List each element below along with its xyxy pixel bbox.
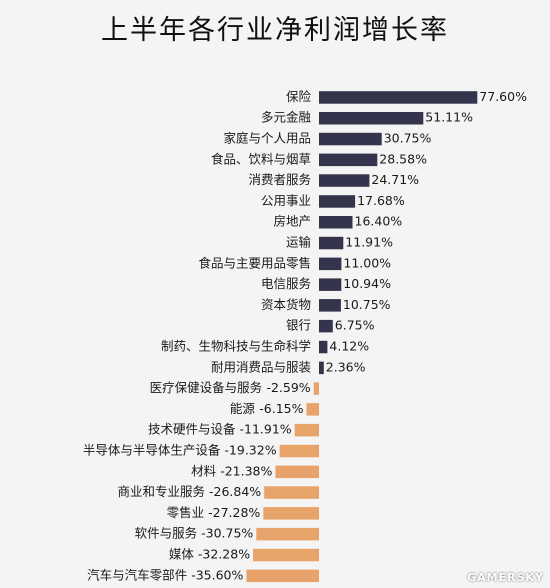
bar-value-label: 51.11% (425, 110, 473, 125)
bar (253, 548, 319, 562)
category-label: 耐用消费品与服装 (211, 359, 311, 374)
category-label: 零售业 (167, 505, 205, 520)
bar (319, 91, 478, 104)
watermark-text: GAMERSKY (467, 571, 544, 584)
category-label: 软件与服务 (135, 526, 198, 541)
bar-value-label: 30.75% (384, 131, 432, 146)
bar-value-label: 28.58% (379, 151, 427, 166)
bar (319, 216, 353, 229)
bar-value-label: 4.12% (329, 339, 369, 354)
bar (319, 236, 344, 250)
bar-value-label: 24.71% (371, 172, 419, 187)
bar (319, 153, 378, 167)
category-label: 多元金融 (261, 110, 312, 125)
bar-value-label: -19.32% (224, 443, 276, 458)
bar-value-label: -30.75% (201, 526, 253, 541)
bar-value-label: -35.60% (191, 567, 243, 582)
category-label: 食品与主要用品零售 (198, 255, 311, 270)
category-label: 运输 (286, 235, 312, 250)
category-label: 保险 (286, 89, 312, 104)
category-label: 媒体 (169, 547, 195, 562)
bar-value-label: 11.00% (343, 255, 391, 270)
category-label: 电信服务 (261, 276, 311, 291)
category-label: 房地产 (273, 214, 311, 229)
bar (319, 174, 370, 187)
bar (319, 340, 328, 354)
chart-title: 上半年各行业净利润增长率 (101, 15, 449, 46)
bar-value-label: -27.28% (208, 505, 260, 520)
bar (319, 132, 382, 146)
bar-value-label: 10.94% (343, 276, 391, 291)
bar-value-label: -2.59% (266, 380, 310, 395)
category-label: 医疗保健设备与服务 (150, 380, 263, 395)
category-label: 能源 (230, 401, 256, 416)
bar (313, 382, 319, 395)
category-label: 汽车与汽车零部件 (87, 567, 187, 582)
bar-value-label: 2.36% (326, 359, 366, 374)
bar (246, 569, 319, 583)
bar-value-label: 17.68% (357, 193, 405, 208)
category-label: 技术硬件与设备 (148, 422, 236, 437)
bar (263, 507, 319, 520)
bar (294, 423, 319, 437)
bar-value-label: 6.75% (335, 318, 375, 333)
category-label: 制药、生物科技与生命科学 (161, 339, 311, 354)
category-label: 资本货物 (261, 297, 311, 312)
bar-value-label: -32.28% (198, 547, 250, 562)
bar (319, 319, 333, 333)
bar (319, 195, 356, 208)
bar-value-label: -11.91% (240, 422, 292, 437)
category-label: 材料 (191, 463, 217, 478)
bar (319, 278, 342, 291)
bar-value-label: 16.40% (355, 214, 403, 229)
bar (319, 299, 341, 312)
bar (279, 444, 319, 458)
bar-value-label: 77.60% (479, 89, 527, 104)
bar (319, 361, 324, 375)
bar (306, 403, 319, 416)
bar (319, 257, 342, 271)
category-label: 半导体与半导体生产设备 (83, 443, 221, 458)
category-label: 家庭与个人用品 (223, 131, 311, 146)
bar (319, 112, 424, 125)
category-label: 消费者服务 (248, 172, 311, 187)
bar (256, 527, 319, 541)
bar-value-label: -26.84% (209, 484, 261, 499)
bar-value-label: -21.38% (220, 463, 272, 478)
category-label: 公用事业 (261, 193, 311, 208)
bar (275, 465, 319, 479)
category-label: 食品、饮料与烟草 (211, 151, 311, 166)
bar-value-label: -6.15% (259, 401, 303, 416)
bar-value-label: 10.75% (343, 297, 391, 312)
bar (264, 486, 319, 499)
category-label: 商业和专业服务 (117, 484, 205, 499)
category-label: 银行 (286, 318, 311, 333)
bar-value-label: 11.91% (345, 235, 393, 250)
